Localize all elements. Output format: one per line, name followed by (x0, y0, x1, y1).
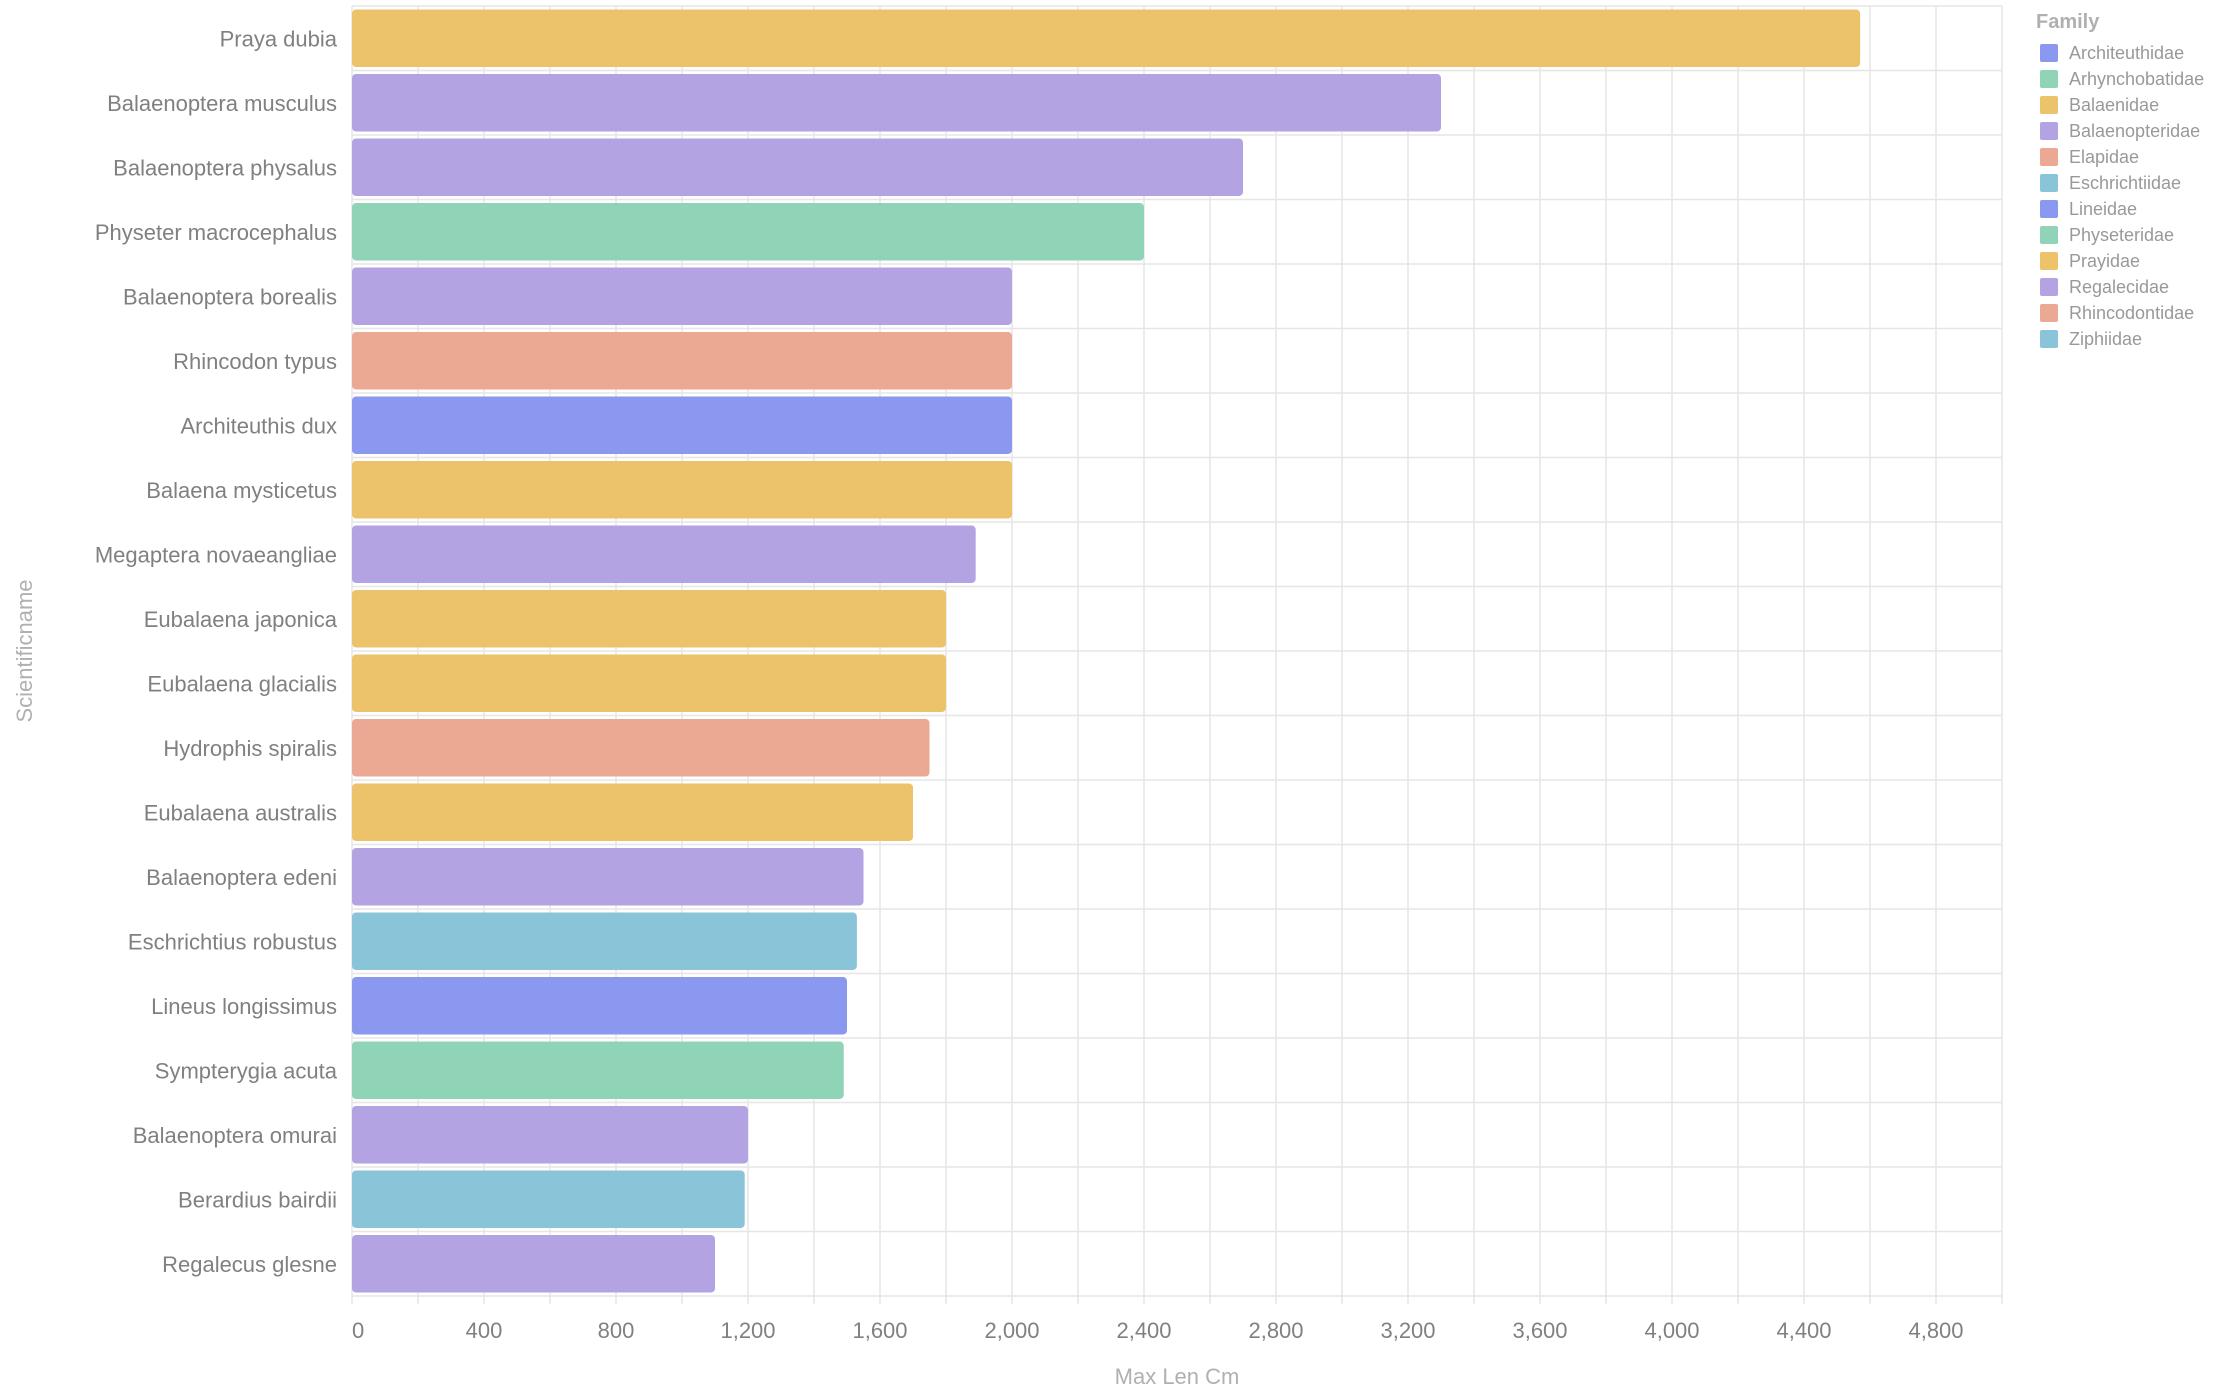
x-tick-label: 0 (352, 1318, 364, 1343)
x-tick-label: 1,600 (852, 1318, 907, 1343)
y-tick-label: Physeter macrocephalus (95, 220, 337, 245)
bar (352, 74, 1441, 132)
y-tick-label: Hydrophis spiralis (163, 736, 337, 761)
bar (352, 1170, 745, 1228)
legend-swatch (2040, 96, 2058, 114)
legend-swatch (2040, 252, 2058, 270)
x-tick-label: 400 (466, 1318, 503, 1343)
y-tick-label: Balaena mysticetus (146, 478, 337, 503)
bar (352, 977, 847, 1035)
y-tick-label: Eubalaena japonica (144, 607, 338, 632)
x-tick-label: 2,800 (1248, 1318, 1303, 1343)
y-tick-label: Eschrichtius robustus (128, 929, 337, 954)
bar (352, 719, 930, 777)
x-tick-label: 2,000 (984, 1318, 1039, 1343)
y-tick-label: Balaenoptera borealis (123, 284, 337, 309)
y-tick-label: Megaptera novaeangliae (95, 542, 337, 567)
y-tick-label: Regalecus glesne (162, 1252, 337, 1277)
bar (352, 848, 864, 906)
y-tick-label: Sympterygia acuta (155, 1058, 338, 1083)
legend-swatch (2040, 44, 2058, 62)
legend-swatch (2040, 200, 2058, 218)
bar (352, 203, 1144, 261)
bar (352, 525, 976, 583)
bar (352, 9, 1861, 67)
x-tick-label: 4,400 (1776, 1318, 1831, 1343)
bar (352, 1106, 748, 1164)
legend-label: Regalecidae (2069, 277, 2169, 297)
legend-label: Eschrichtiidae (2069, 173, 2181, 193)
legend: Family Architeuthidae Arhynchobatidae Bala… (2036, 11, 2204, 349)
bar (352, 396, 1012, 454)
x-tick-labels: 0 400 800 1,200 1,600 2,000 2,400 2,800 3,200 3,6… (352, 1318, 1964, 1343)
bar (352, 138, 1243, 196)
legend-swatch (2040, 122, 2058, 140)
x-tick-label: 2,400 (1116, 1318, 1171, 1343)
x-tick-label: 1,200 (720, 1318, 775, 1343)
y-tick-label: Berardius bairdii (178, 1187, 337, 1212)
legend-swatch (2040, 148, 2058, 166)
legend-label: Architeuthidae (2069, 43, 2184, 63)
bar (352, 590, 946, 648)
bars (352, 9, 1861, 1293)
legend-label: Balaenidae (2069, 95, 2159, 115)
y-tick-label: Balaenoptera omurai (133, 1123, 337, 1148)
legend-label: Physeteridae (2069, 225, 2174, 245)
legend-swatch (2040, 278, 2058, 296)
bar (352, 461, 1012, 519)
x-axis-title: Max Len Cm (1115, 1364, 1240, 1389)
legend-label: Prayidae (2069, 251, 2140, 271)
y-tick-label: Praya dubia (220, 26, 338, 51)
legend-label: Lineidae (2069, 199, 2137, 219)
x-tick-label: 3,600 (1512, 1318, 1567, 1343)
legend-label: Rhincodontidae (2069, 303, 2194, 323)
bar (352, 654, 946, 712)
x-tick-label: 3,200 (1380, 1318, 1435, 1343)
legend-swatch (2040, 304, 2058, 322)
legend-label: Balaenopteridae (2069, 121, 2200, 141)
x-tick-label: 4,000 (1644, 1318, 1699, 1343)
y-tick-label: Balaenoptera edeni (146, 865, 337, 890)
legend-swatch (2040, 70, 2058, 88)
legend-label: Arhynchobatidae (2069, 69, 2204, 89)
bar (352, 1235, 715, 1293)
y-tick-label: Balaenoptera musculus (107, 91, 337, 116)
x-tick-label: 4,800 (1908, 1318, 1963, 1343)
legend-label: Ziphiidae (2069, 329, 2142, 349)
x-tick-label: 800 (598, 1318, 635, 1343)
y-tick-labels: Praya dubia Balaenoptera musculus Balaenop… (95, 26, 338, 1277)
legend-swatch (2040, 226, 2058, 244)
legend-label: Elapidae (2069, 147, 2139, 167)
legend-title: Family (2036, 11, 2100, 33)
bar (352, 332, 1012, 390)
y-tick-label: Balaenoptera physalus (113, 155, 337, 180)
bar (352, 1041, 844, 1099)
bar (352, 783, 913, 841)
y-tick-label: Lineus longissimus (151, 994, 337, 1019)
y-tick-label: Architeuthis dux (180, 413, 337, 438)
y-tick-label: Eubalaena australis (144, 800, 337, 825)
y-tick-label: Eubalaena glacialis (147, 671, 337, 696)
y-axis-title: Scientificname (12, 579, 37, 722)
legend-swatch (2040, 330, 2058, 348)
legend-swatch (2040, 174, 2058, 192)
bar (352, 267, 1012, 325)
bar (352, 912, 857, 970)
y-tick-label: Rhincodon typus (173, 349, 337, 374)
